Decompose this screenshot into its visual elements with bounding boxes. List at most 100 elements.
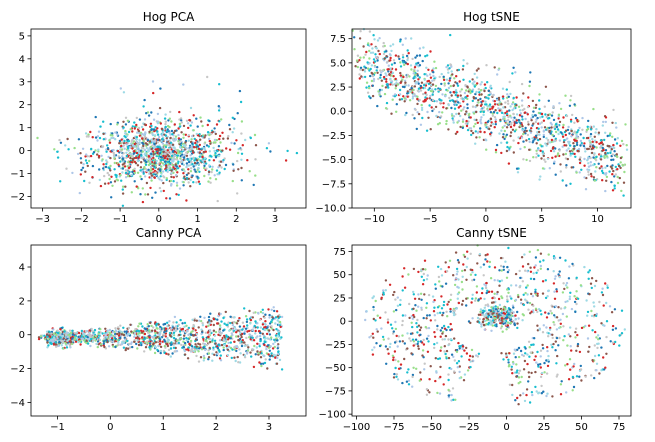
scatter-point	[201, 124, 204, 128]
scatter-point	[507, 291, 510, 294]
scatter-point	[202, 359, 205, 362]
scatter-point	[82, 163, 85, 166]
scatter-point	[564, 152, 568, 156]
scatter-point	[477, 101, 480, 104]
scatter-point	[164, 149, 167, 153]
scatter-point	[358, 59, 361, 62]
scatter-point	[133, 167, 136, 170]
scatter-point	[507, 119, 510, 122]
scatter-point	[178, 125, 182, 128]
scatter-point	[606, 134, 609, 138]
scatter-point	[153, 158, 156, 161]
scatter-point	[363, 70, 367, 73]
scatter-point	[417, 347, 420, 350]
scatter-point	[188, 158, 192, 161]
scatter-point	[402, 95, 405, 98]
scatter-point	[506, 93, 509, 96]
axes-frame	[30, 28, 307, 209]
scatter-point	[286, 149, 289, 153]
scatter-point	[493, 126, 496, 129]
scatter-point	[222, 137, 225, 140]
scatter-point	[250, 355, 253, 358]
scatter-point	[97, 154, 101, 158]
scatter-point	[162, 333, 165, 336]
scatter-point	[561, 145, 564, 148]
scatter-point	[413, 117, 416, 120]
scatter-point	[258, 345, 261, 348]
scatter-point	[503, 129, 506, 133]
scatter-point	[399, 61, 402, 64]
scatter-point	[268, 316, 271, 319]
scatter-point	[524, 111, 527, 114]
scatter-point	[168, 147, 172, 150]
scatter-point	[406, 73, 410, 77]
scatter-point	[150, 176, 153, 180]
scatter-point	[418, 379, 421, 382]
scatter-point	[570, 135, 573, 138]
scatter-point	[122, 91, 126, 94]
scatter-point	[273, 340, 277, 344]
scatter-point	[466, 250, 469, 253]
scatter-point	[506, 99, 510, 103]
scatter-point	[160, 139, 163, 142]
scatter-point	[242, 325, 246, 328]
scatter-point	[195, 336, 199, 339]
scatter-point	[117, 334, 121, 337]
scatter-point	[512, 107, 516, 110]
scatter-point	[90, 327, 93, 331]
scatter-point	[207, 335, 210, 339]
scatter-point	[227, 134, 230, 138]
scatter-point	[431, 88, 434, 91]
scatter-point	[418, 63, 422, 67]
scatter-point	[218, 339, 222, 342]
scatter-point	[119, 87, 123, 90]
scatter-point	[111, 132, 114, 135]
scatter-point	[121, 204, 125, 207]
scatter-point	[492, 110, 496, 114]
scatter-point	[122, 126, 125, 129]
scatter-point	[177, 341, 180, 345]
scatter-point	[534, 385, 537, 389]
scatter-point	[501, 330, 504, 333]
scatter-point	[159, 345, 163, 349]
scatter-point	[192, 129, 195, 132]
scatter-point	[189, 124, 192, 127]
scatter-point	[156, 127, 159, 130]
scatter-point	[548, 167, 551, 170]
scatter-point	[188, 118, 191, 122]
scatter-point	[191, 142, 194, 145]
scatter-point	[214, 330, 218, 334]
scatter-point	[593, 135, 596, 138]
scatter-point	[414, 94, 417, 98]
scatter-point	[139, 169, 142, 172]
scatter-point	[162, 189, 165, 193]
scatter-point	[185, 119, 189, 123]
scatter-point	[163, 156, 166, 160]
scatter-point	[545, 115, 548, 119]
y-tick-label: −2.5	[322, 131, 346, 142]
scatter-point	[480, 81, 483, 84]
scatter-point	[399, 298, 402, 302]
scatter-point	[237, 339, 241, 342]
scatter-point	[78, 191, 82, 195]
scatter-point	[270, 320, 273, 323]
scatter-point	[268, 322, 272, 325]
scatter-point	[365, 50, 368, 54]
scatter-point	[204, 348, 207, 352]
scatter-point	[405, 111, 408, 115]
scatter-point	[94, 115, 97, 119]
scatter-point	[195, 146, 198, 149]
scatter-point	[404, 61, 407, 64]
scatter-point	[124, 131, 127, 135]
scatter-point	[96, 345, 100, 349]
scatter-point	[554, 147, 557, 150]
scatter-point	[489, 124, 493, 127]
scatter-point	[612, 169, 615, 173]
scatter-point	[475, 76, 479, 79]
scatter-point	[387, 70, 390, 73]
scatter-point	[196, 161, 199, 165]
scatter-point	[88, 331, 91, 334]
scatter-point	[385, 83, 389, 86]
scatter-point	[437, 265, 440, 268]
scatter-point	[197, 342, 200, 345]
